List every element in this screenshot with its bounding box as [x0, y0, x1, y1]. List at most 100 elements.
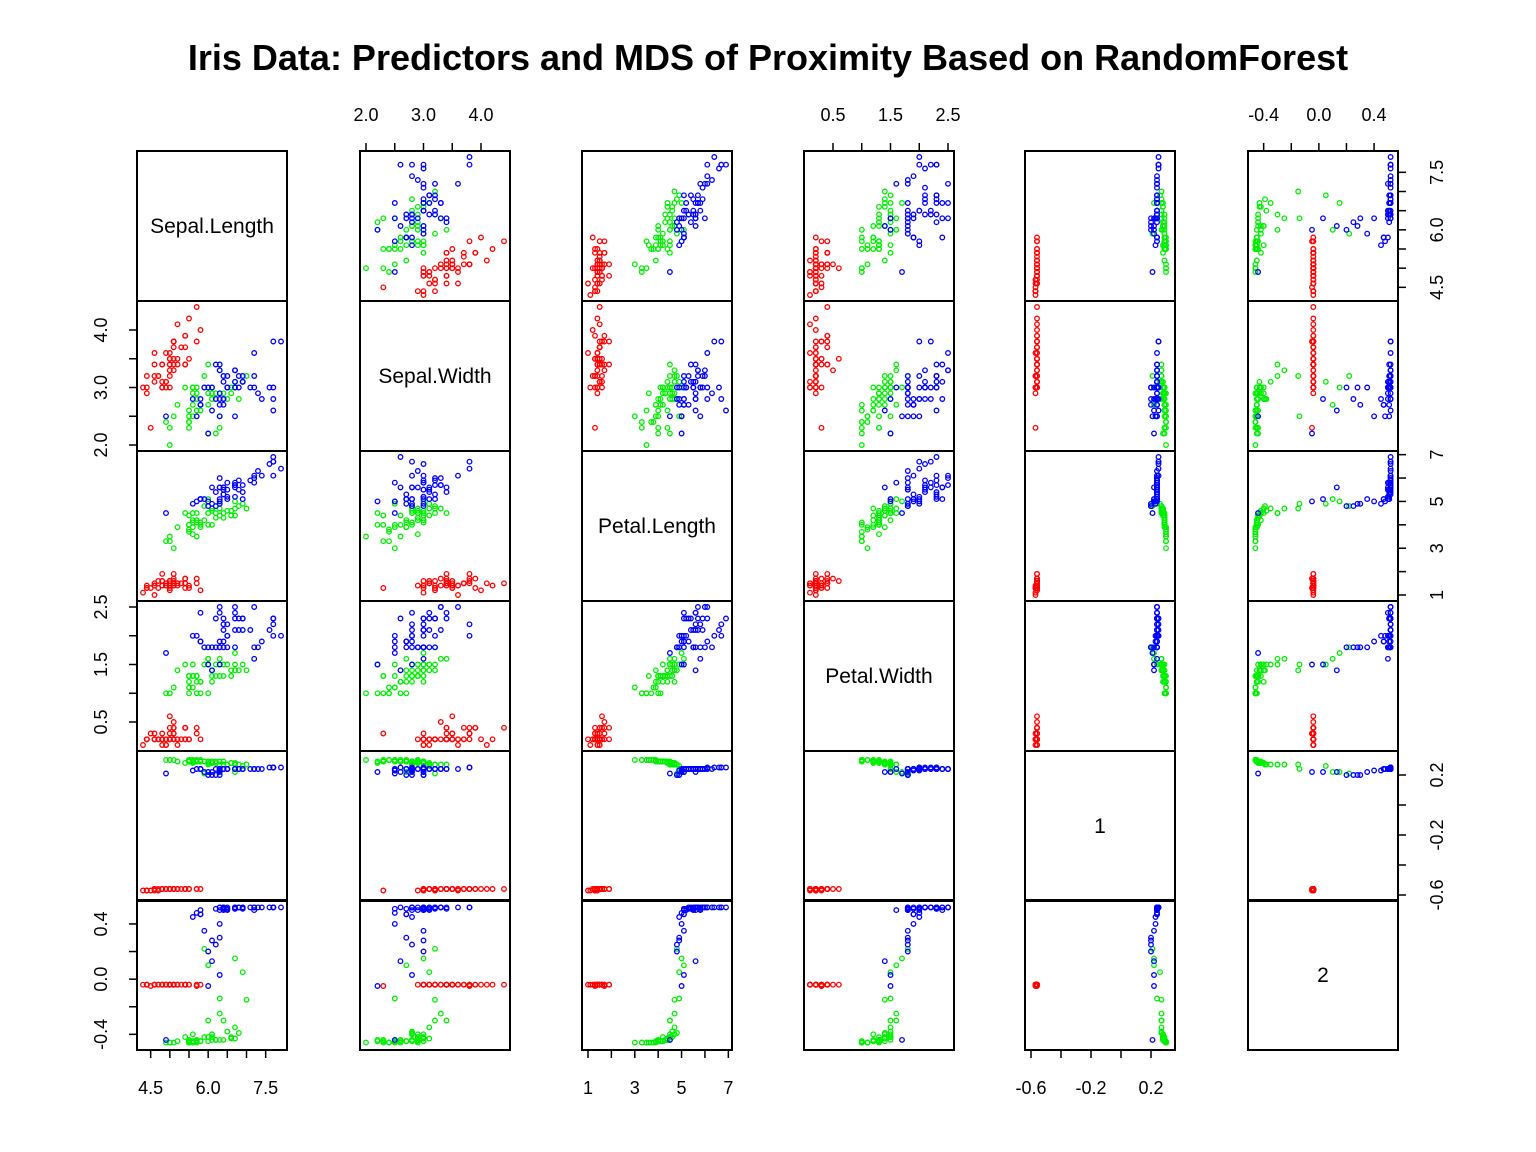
data-point: [643, 238, 650, 245]
data-point: [270, 407, 277, 414]
data-point: [678, 650, 685, 656]
data-point: [1163, 265, 1169, 272]
data-point: [830, 575, 836, 582]
data-point: [1256, 203, 1263, 210]
data-point: [687, 361, 694, 368]
data-point: [692, 958, 699, 965]
data-point: [904, 215, 911, 222]
data-point: [1387, 627, 1394, 633]
data-point: [397, 223, 404, 229]
data-point: [864, 526, 871, 533]
tick-label-bottom: 0.2: [1138, 1078, 1163, 1098]
data-point: [1310, 332, 1317, 339]
data-point: [151, 592, 158, 598]
data-point: [205, 1017, 212, 1024]
data-point: [904, 927, 911, 934]
data-point: [232, 505, 238, 512]
data-point: [232, 482, 238, 489]
panel-3-6: [1247, 450, 1399, 602]
data-point: [904, 207, 911, 214]
data-point: [587, 384, 594, 391]
data-point: [678, 200, 685, 206]
data-point: [193, 673, 200, 679]
data-point: [592, 384, 598, 391]
data-point: [709, 644, 715, 651]
data-point: [881, 200, 888, 206]
data-point: [1255, 215, 1262, 222]
data-point: [212, 361, 219, 368]
data-point: [694, 367, 701, 374]
data-point: [664, 200, 671, 206]
data-point: [655, 690, 662, 697]
data-point: [426, 981, 433, 988]
data-point: [409, 673, 415, 679]
data-point: [220, 627, 227, 633]
data-point: [893, 766, 900, 772]
data-point: [1034, 304, 1040, 310]
data-point: [159, 736, 166, 743]
data-point: [178, 344, 185, 351]
data-point: [887, 384, 894, 391]
data-point: [683, 207, 690, 214]
data-point: [1386, 766, 1393, 772]
data-point: [933, 407, 940, 414]
data-point: [887, 373, 894, 379]
data-point: [216, 673, 223, 679]
data-point: [220, 661, 227, 668]
data-point: [1320, 215, 1326, 222]
data-point: [1281, 367, 1288, 374]
panel-5-3: [581, 750, 733, 902]
data-point: [409, 207, 415, 214]
data-point: [432, 644, 438, 651]
data-point: [197, 587, 204, 594]
data-point: [193, 724, 200, 731]
data-point: [232, 413, 238, 420]
data-point: [718, 161, 725, 168]
data-point: [678, 215, 685, 222]
data-point: [140, 887, 146, 894]
data-point: [1255, 211, 1262, 218]
data-point: [881, 507, 888, 514]
data-point: [163, 378, 169, 385]
data-point: [209, 390, 215, 397]
tick-label-bottom: 7: [723, 1078, 733, 1098]
data-point: [1034, 719, 1040, 725]
data-point: [692, 396, 699, 402]
data-point: [193, 338, 200, 345]
data-point: [690, 378, 697, 385]
data-point: [432, 578, 438, 584]
data-point: [266, 904, 273, 911]
data-point: [1281, 215, 1288, 222]
data-point: [585, 350, 591, 356]
data-point: [887, 983, 894, 989]
data-point: [864, 242, 871, 249]
data-point: [426, 609, 433, 616]
data-point: [652, 678, 659, 685]
data-point: [466, 621, 473, 628]
data-point: [1255, 770, 1262, 777]
data-point: [680, 927, 687, 934]
data-point: [694, 627, 701, 633]
data-point: [443, 609, 450, 616]
data-point: [420, 1038, 427, 1045]
data-point: [224, 373, 231, 379]
data-point: [718, 764, 725, 771]
data-point: [380, 512, 387, 519]
data-point: [818, 272, 825, 279]
data-point: [216, 609, 223, 616]
data-point: [1346, 373, 1353, 379]
data-point: [258, 904, 265, 911]
data-point: [1281, 655, 1288, 662]
data-point: [676, 969, 683, 976]
data-point: [432, 196, 438, 203]
data-point: [858, 533, 865, 540]
data-point: [170, 736, 177, 743]
data-point: [455, 904, 461, 911]
data-point: [391, 246, 398, 252]
data-point: [1329, 496, 1336, 503]
data-point: [1163, 269, 1169, 275]
data-point: [414, 907, 421, 914]
panel-frame: [803, 750, 955, 902]
data-point: [443, 615, 450, 622]
data-point: [1155, 165, 1162, 172]
